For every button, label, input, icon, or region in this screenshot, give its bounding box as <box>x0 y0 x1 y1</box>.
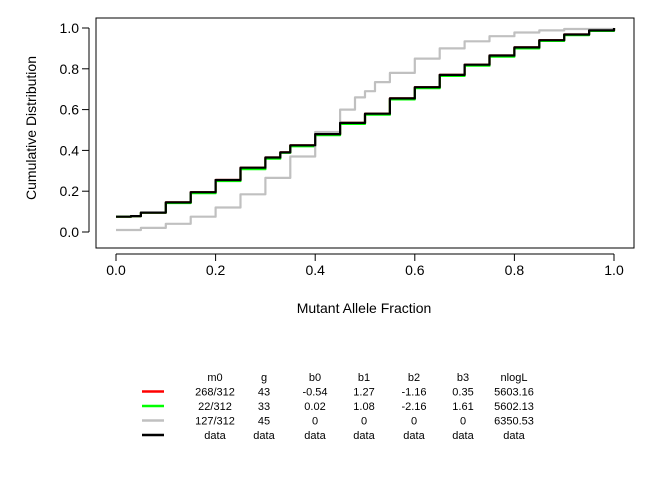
legend-cell: 22/312 <box>198 401 232 413</box>
legend-cell: 268/312 <box>195 387 235 399</box>
x-tick-label: 0.4 <box>305 262 325 278</box>
legend-cell: -1.16 <box>401 387 426 399</box>
legend-cell: 0 <box>411 416 417 428</box>
legend-cell: 1.27 <box>353 387 374 399</box>
legend-header: m0 <box>207 372 222 384</box>
legend-cell: 1.08 <box>353 401 374 413</box>
legend-cell: 5603.16 <box>494 387 534 399</box>
legend-cell: 0.35 <box>452 387 473 399</box>
legend-cell: 43 <box>258 387 270 399</box>
legend-cell: data <box>253 430 275 442</box>
y-tick-label: 1.0 <box>60 20 80 36</box>
legend-cell: 45 <box>258 416 270 428</box>
series-line-4 <box>116 28 616 218</box>
x-axis: 0.0 0.2 0.4 0.6 0.8 1.0 <box>106 253 624 278</box>
legend-header: nlogL <box>501 372 528 384</box>
legend-cell: data <box>304 430 326 442</box>
legend-cell: 1.61 <box>452 401 473 413</box>
legend-cell: 0 <box>312 416 318 428</box>
legend-cell: data <box>452 430 474 442</box>
series-line-3 <box>116 27 616 232</box>
legend-header: b1 <box>358 372 370 384</box>
legend-cell: data <box>503 430 525 442</box>
y-axis-label: Cumulative Distribution <box>23 56 39 200</box>
legend-cell: -2.16 <box>401 401 426 413</box>
x-tick-label: 0.0 <box>106 262 126 278</box>
legend-header: b2 <box>408 372 420 384</box>
legend-cell: 33 <box>258 401 270 413</box>
legend-cell: 127/312 <box>195 416 235 428</box>
y-tick-label: 0.2 <box>60 183 80 199</box>
y-axis: 0.0 0.2 0.4 0.6 0.8 1.0 <box>60 20 90 240</box>
legend: m0 g b0 b1 b2 b3 nlogL 268/312 43 -0.54 1.27 -1.16 0… <box>142 372 534 442</box>
y-tick-label: 0.6 <box>60 102 80 118</box>
x-tick-label: 0.6 <box>405 262 425 278</box>
legend-cell: 6350.53 <box>494 416 534 428</box>
series-layer <box>116 27 616 232</box>
legend-cell: 0 <box>361 416 367 428</box>
y-tick-label: 0.0 <box>60 224 80 240</box>
x-axis-label: Mutant Allele Fraction <box>297 300 432 316</box>
x-tick-label: 0.2 <box>206 262 226 278</box>
legend-cell: 0 <box>460 416 466 428</box>
y-tick-label: 0.8 <box>60 61 80 77</box>
legend-cell: 5602.13 <box>494 401 534 413</box>
x-tick-label: 1.0 <box>604 262 624 278</box>
plot-box <box>95 17 635 249</box>
legend-cell: data <box>403 430 425 442</box>
legend-cell: 0.02 <box>304 401 325 413</box>
legend-header: b3 <box>457 372 469 384</box>
legend-header: g <box>261 372 267 384</box>
legend-cell: data <box>353 430 375 442</box>
y-tick-label: 0.4 <box>60 142 80 158</box>
legend-cell: data <box>204 430 226 442</box>
legend-cell: -0.54 <box>302 387 327 399</box>
x-tick-label: 0.8 <box>505 262 525 278</box>
legend-header: b0 <box>309 372 321 384</box>
